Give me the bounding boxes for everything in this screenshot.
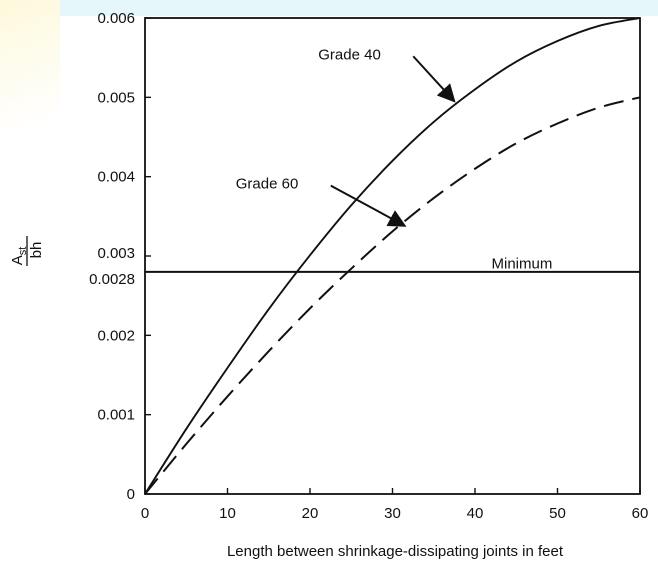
- y-axis-title: Ast bh: [9, 236, 45, 266]
- y-tick-label: 0.002: [97, 327, 135, 344]
- y-tick-label: 0.0028: [89, 271, 135, 288]
- y-axis-title-numerator: A: [9, 255, 26, 265]
- y-tick-label: 0.005: [97, 89, 135, 106]
- annotation-grade-40: Grade 40: [318, 46, 381, 63]
- x-tick-label: 30: [384, 505, 401, 522]
- y-tick-label: 0: [127, 486, 135, 503]
- x-tick-label: 60: [632, 505, 649, 522]
- y-tick-label: 0.003: [97, 245, 135, 262]
- x-tick-label: 50: [549, 505, 566, 522]
- y-axis-title-denominator: bh: [28, 242, 45, 259]
- x-tick-label: 20: [302, 505, 319, 522]
- plot-frame: [144, 17, 641, 495]
- top-band: [60, 0, 658, 16]
- y-tick-label: 0.004: [97, 169, 135, 186]
- x-tick-label: 40: [467, 505, 484, 522]
- x-tick-label: 10: [219, 505, 236, 522]
- annotation-arrow-grade-60: [330, 184, 407, 227]
- plot-border: [144, 17, 641, 495]
- series-grade-40-line: [144, 17, 641, 495]
- y-tick-label: 0.006: [97, 10, 135, 27]
- annotation-arrow-grade-40: [412, 55, 456, 103]
- annotation-grade-60: Grade 60: [236, 176, 299, 193]
- corner-watermark: [0, 0, 60, 180]
- annotations: Grade 40 Grade 60 Minimum: [236, 46, 553, 272]
- y-tick-label: 0.001: [97, 407, 135, 424]
- series-layer: [144, 17, 641, 495]
- series-grade-60-line: [144, 96, 641, 495]
- y-axis: 0 0.001 0.002 0.0028 0.003 0.004 0.005 0.006: [89, 10, 151, 503]
- y-axis-title-subscript: st: [17, 247, 29, 256]
- annotation-minimum: Minimum: [492, 256, 553, 273]
- svg-text:Ast: Ast: [9, 247, 29, 266]
- x-axis-title: Length between shrinkage-dissipating joi…: [227, 543, 564, 560]
- x-axis: 0 10 20 30 40 50 60: [141, 488, 649, 522]
- x-tick-label: 0: [141, 505, 149, 522]
